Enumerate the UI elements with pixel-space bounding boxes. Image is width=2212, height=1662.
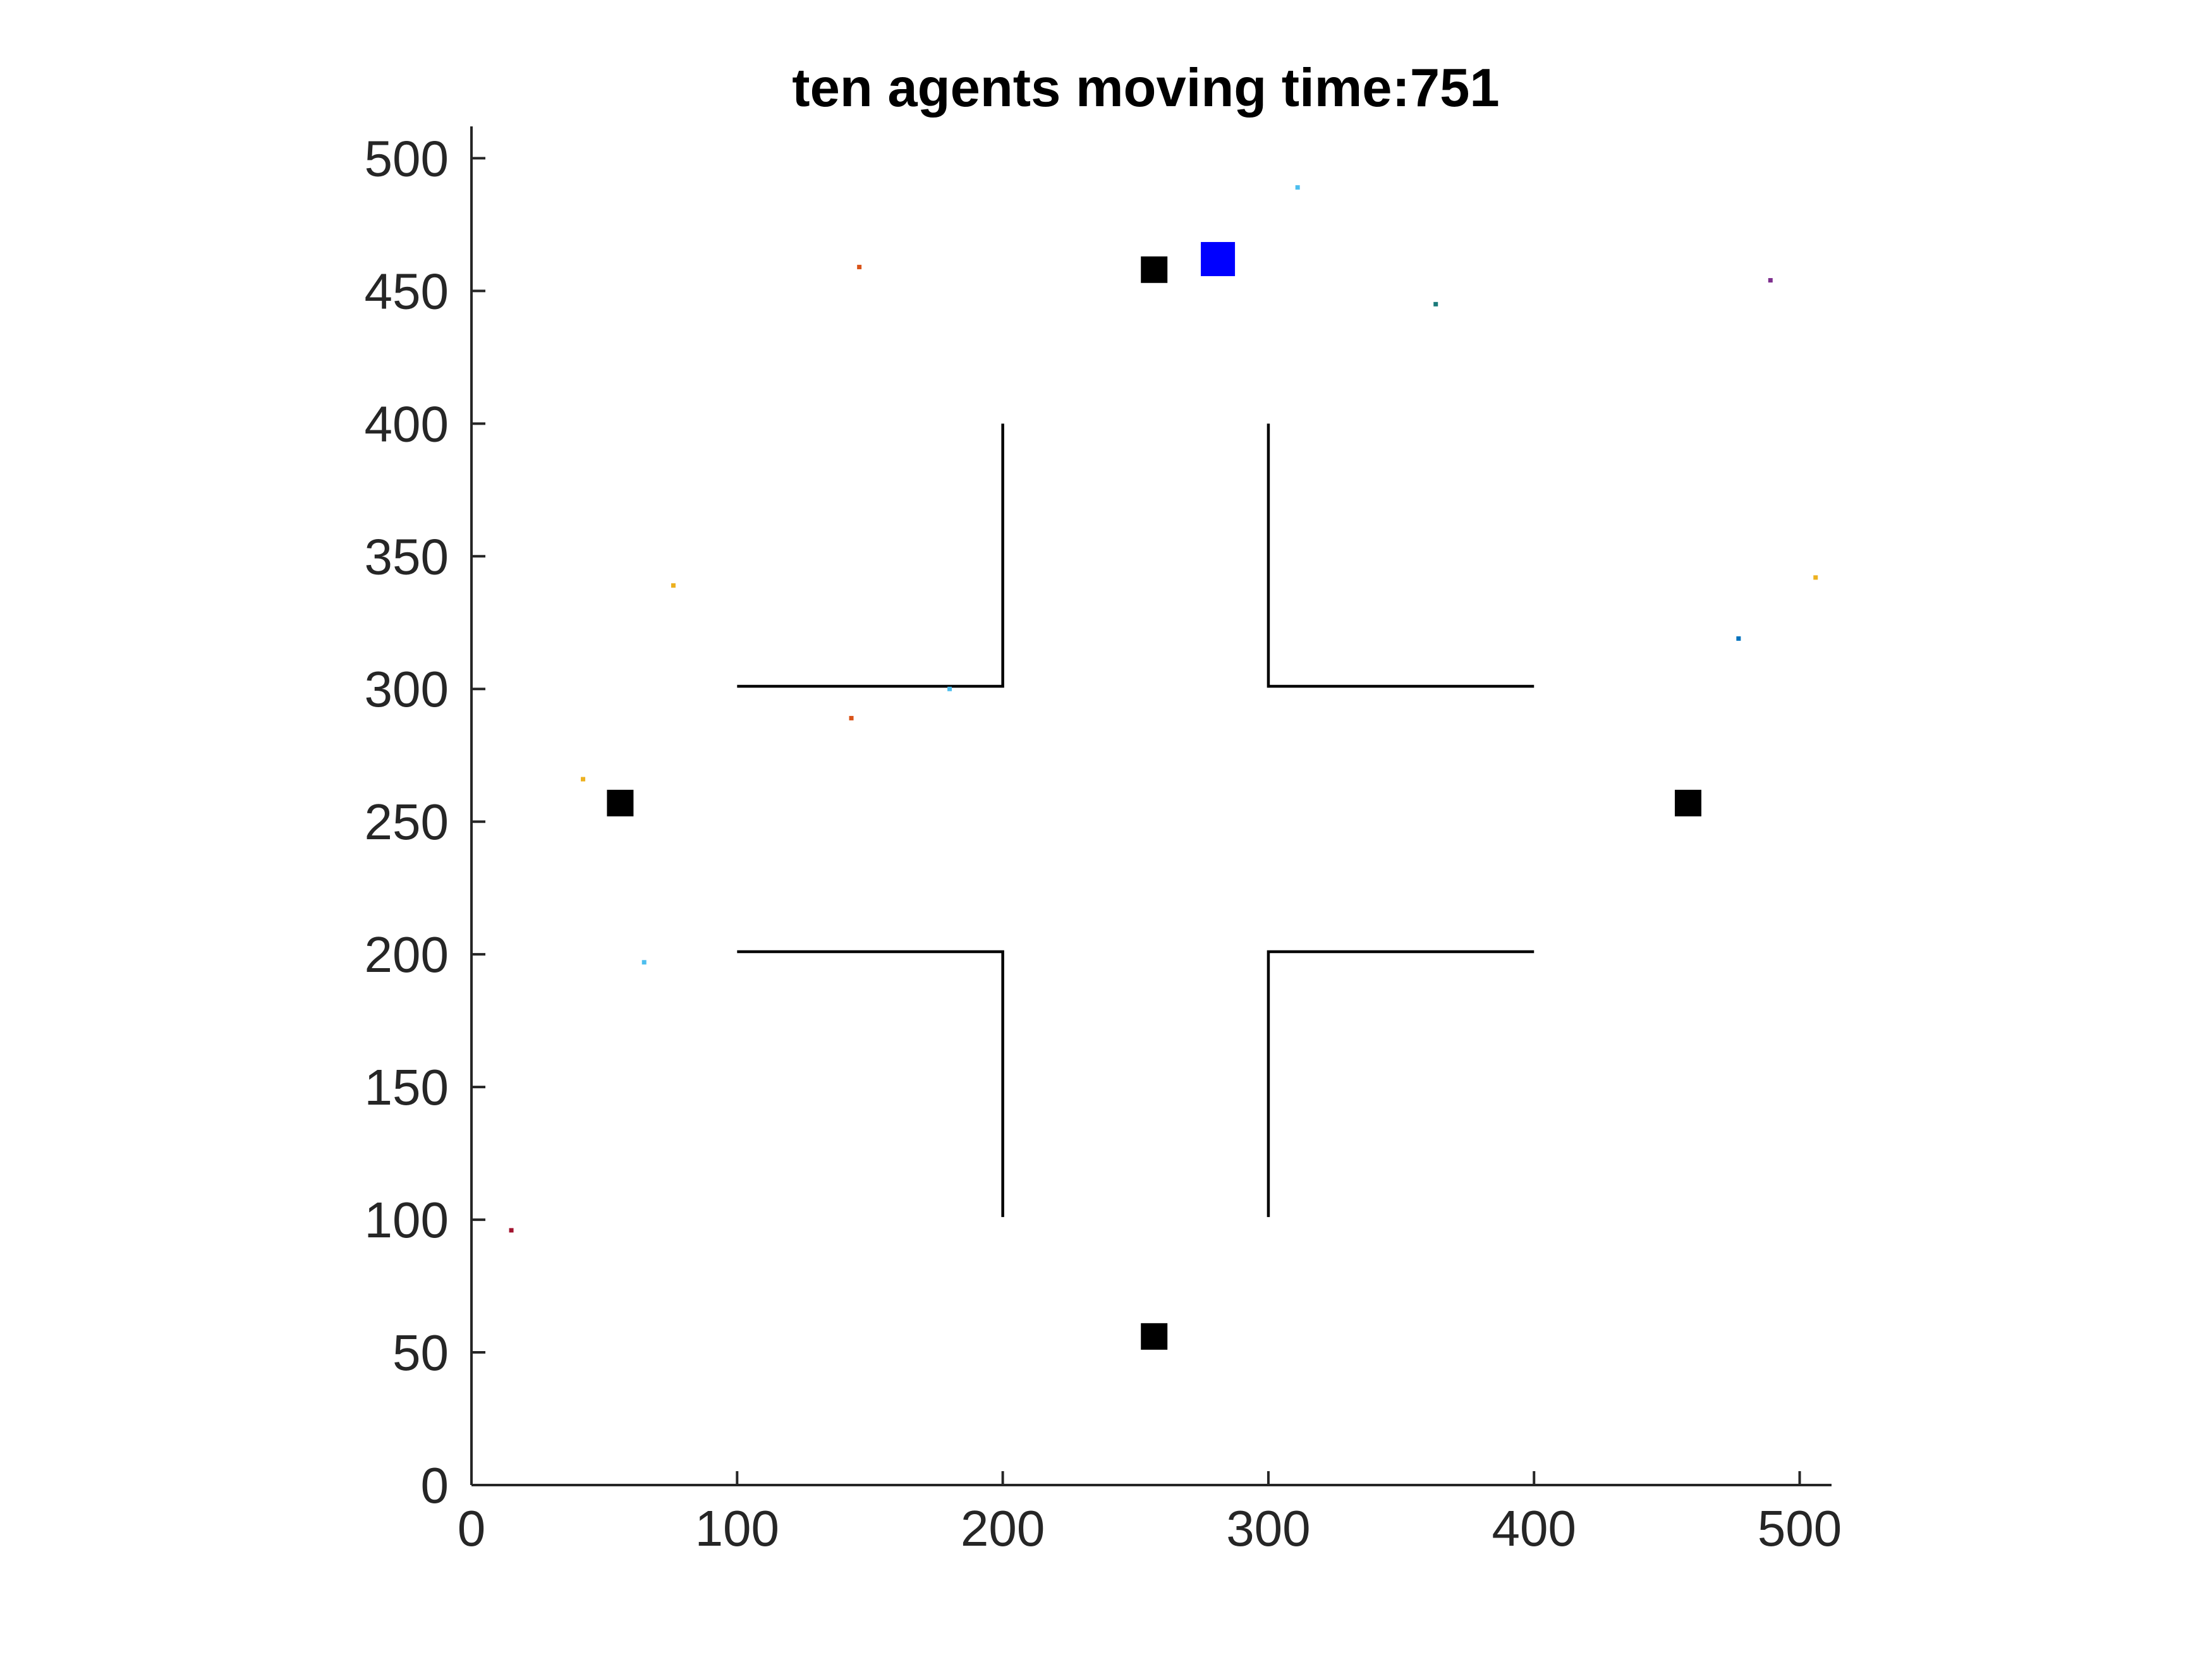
y-tick-label: 0 [421,1457,449,1513]
agent-point [1433,301,1438,306]
x-tick-label: 500 [1758,1500,1842,1556]
highlight-marker [1201,241,1236,276]
y-tick-label: 450 [365,263,449,319]
axes: 0 100 200 300 400 500 0 50 100 150 200 250 300 350 400… [365,126,1842,1556]
chart-title: ten agents moving time:751 [792,58,1499,118]
y-tick-label: 100 [365,1192,449,1248]
agent-point [947,686,952,691]
agents [509,185,1818,1233]
y-tick-label: 500 [365,130,449,186]
landmark-marker [1675,789,1702,816]
agent-point [1768,278,1773,283]
agent-point [849,715,854,720]
wall-segment [1267,423,1534,688]
agent-point [581,777,586,782]
x-tick-label: 100 [695,1500,779,1556]
y-tick-label: 350 [365,528,449,585]
landmark-marker [607,789,634,816]
x-tick-label: 0 [458,1500,486,1556]
agent-point [641,960,647,965]
agent-point [509,1228,514,1233]
wall-segment [737,423,1004,688]
y-tick-label: 200 [365,926,449,983]
agent-point [857,265,862,270]
agent-point [1295,185,1300,190]
wall-segment [737,950,1004,1217]
y-tick-label: 50 [392,1325,449,1381]
y-tick-label: 400 [365,396,449,452]
y-tick-label: 250 [365,794,449,850]
wall-segment [1267,950,1534,1217]
agent-point [1736,636,1741,641]
walls [737,423,1534,1217]
landmark-marker [1141,256,1168,283]
y-tick-label: 150 [365,1059,449,1115]
landmarks [607,241,1702,1350]
y-tick-label: 300 [365,661,449,717]
x-tick-label: 200 [961,1500,1045,1556]
x-tick-label: 300 [1226,1500,1310,1556]
agent-point [671,583,676,588]
agent-point [1813,575,1818,580]
landmark-marker [1141,1323,1168,1350]
x-tick-label: 400 [1492,1500,1576,1556]
